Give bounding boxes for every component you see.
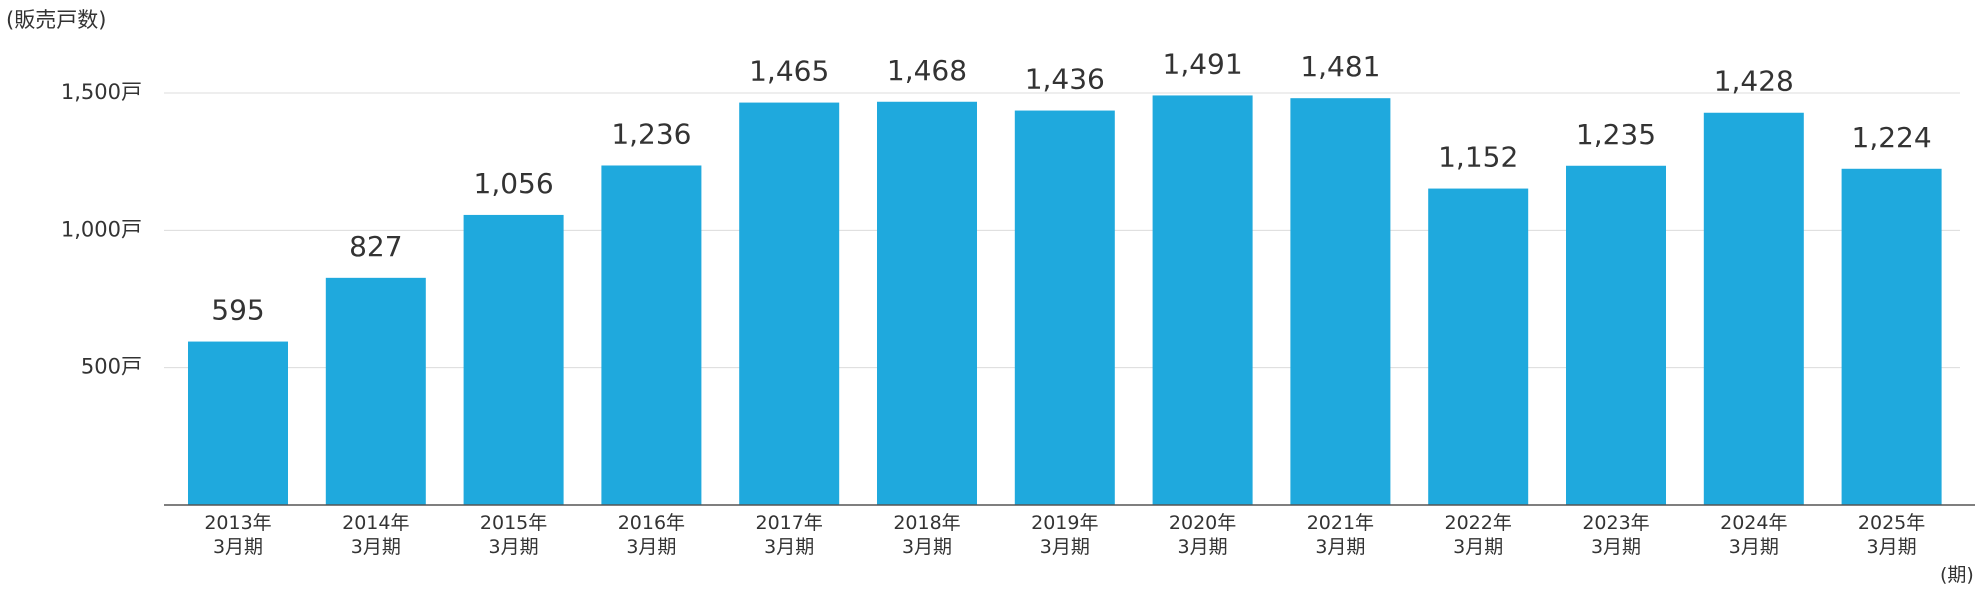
bar <box>739 102 840 505</box>
value-label: 1,236 <box>611 117 691 150</box>
y-tick-label: 1,500戸 <box>61 80 142 104</box>
x-tick-label: 2019年 3月期 <box>1031 512 1099 558</box>
x-tick-label: 2015年 3月期 <box>479 512 548 558</box>
x-tick-label: 2025年 3月期 <box>1857 512 1926 558</box>
bar <box>601 165 702 505</box>
bar <box>188 341 288 505</box>
x-tick-label: 2014年 3月期 <box>342 512 410 558</box>
bar <box>1703 112 1804 505</box>
bar <box>1152 95 1253 505</box>
bar <box>1428 188 1529 505</box>
y-tick-label: 500戸 <box>81 355 142 379</box>
value-label: 1,436 <box>1025 63 1105 96</box>
bar <box>1014 110 1115 505</box>
value-label: 1,235 <box>1576 118 1656 151</box>
x-tick-label: 2018年 3月期 <box>893 512 961 558</box>
bar <box>463 214 564 505</box>
x-tick-label: 2017年 3月期 <box>755 512 823 558</box>
x-axis-label: (期) <box>1940 564 1974 586</box>
x-tick-label: 2016年 3月期 <box>617 512 686 558</box>
value-label: 1,468 <box>887 54 967 87</box>
x-tick-label: 2024年 3月期 <box>1720 512 1788 558</box>
x-tick-label: 2022年 3月期 <box>1444 512 1512 558</box>
x-tick-label: 2023年 3月期 <box>1582 512 1650 558</box>
bar <box>1290 98 1391 506</box>
y-axis-label: (販売戸数) <box>6 8 107 32</box>
bar <box>1841 168 1942 505</box>
bar <box>877 101 977 505</box>
x-tick-label: 2020年 3月期 <box>1168 512 1237 558</box>
value-label: 1,491 <box>1163 47 1243 80</box>
x-tick-label: 2013年 3月期 <box>204 512 272 558</box>
value-label: 1,056 <box>474 167 554 200</box>
value-label: 1,465 <box>749 55 829 88</box>
value-label: 1,152 <box>1438 141 1518 174</box>
value-label: 827 <box>349 230 402 263</box>
value-label: 595 <box>211 294 264 327</box>
value-label: 1,481 <box>1300 50 1380 83</box>
bar <box>325 277 426 505</box>
x-tick-label: 2021年 3月期 <box>1306 512 1375 558</box>
value-label: 1,224 <box>1852 121 1932 154</box>
value-label: 1,428 <box>1714 65 1794 98</box>
y-tick-label: 1,000戸 <box>61 217 142 241</box>
bar <box>1566 165 1666 506</box>
